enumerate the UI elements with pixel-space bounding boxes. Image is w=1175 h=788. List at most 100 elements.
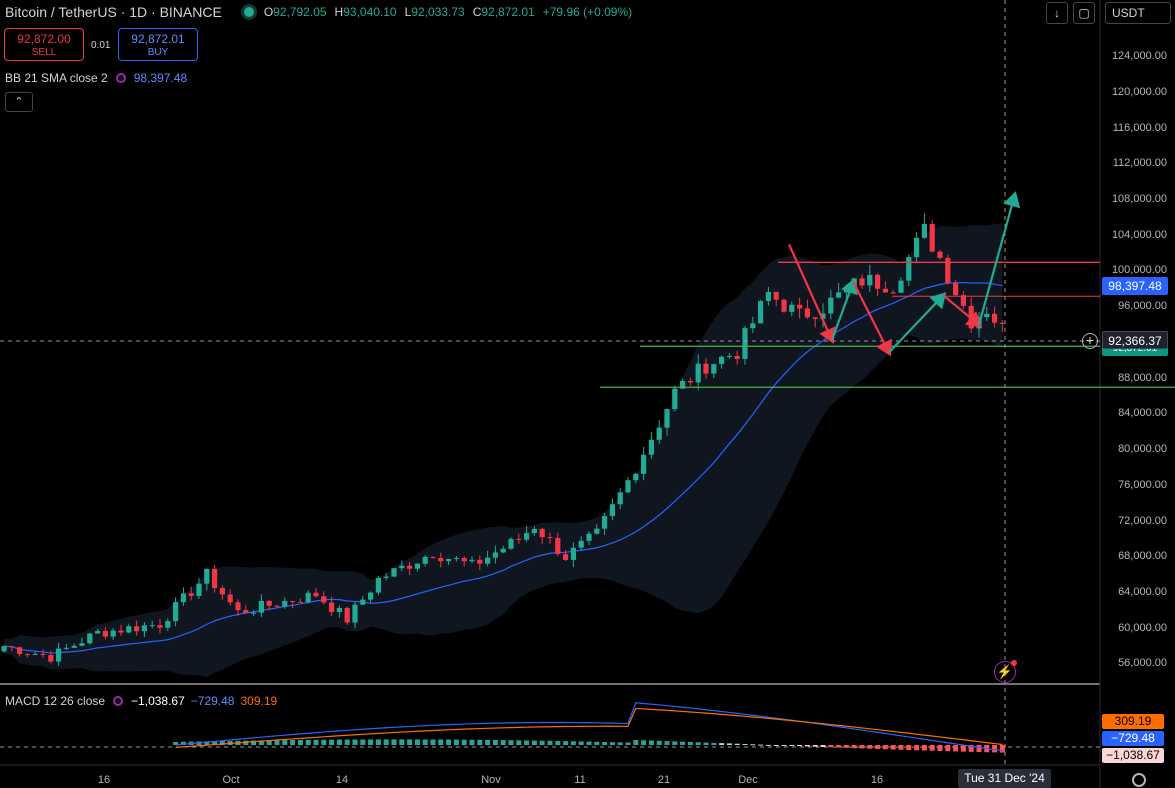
x-axis-tick: Oct [222,774,240,786]
market-status-icon[interactable] [243,7,254,17]
macd-histogram-bar [625,742,631,745]
collapse-legend-button[interactable]: ⌃ [5,92,33,112]
candle-body [134,626,140,632]
currency-select[interactable]: USDT [1105,2,1171,24]
gear-icon[interactable] [1132,773,1146,787]
candle-body [508,538,514,549]
macd-histogram-bar [368,739,374,745]
arrow-down-icon: ↓ [1054,6,1060,20]
y-axis-tick: 64,000.00 [1118,586,1167,598]
macd-histogram-bar [399,739,405,745]
fullscreen-icon: ▢ [1078,6,1090,20]
candle-body [24,654,30,656]
sell-button[interactable]: 92,872.00 SELL [4,28,84,61]
candle-body [820,313,826,319]
add-alert-icon[interactable]: + [1082,333,1098,349]
y-axis-tick: 120,000.00 [1111,86,1167,98]
candle-body [110,630,116,637]
candle-body [516,538,522,540]
candle-body [71,645,77,648]
candle-body [999,322,1005,324]
candle-body [17,647,23,655]
candle-body [984,313,990,318]
macd-histogram-bar [360,739,366,745]
indicator-settings-icon[interactable] [115,73,126,83]
candle-body [313,592,319,597]
candle-body [243,610,249,614]
candle-body [703,363,709,374]
candle-body [609,504,615,517]
macd-histogram-bar [742,744,748,746]
candle-body [407,565,413,569]
open-value: 92,792.05 [273,5,327,19]
candle-body [492,552,498,558]
candle-body [368,592,374,600]
buy-label: BUY [147,47,169,58]
candle-body [789,304,795,312]
macd-histogram-bar [648,740,654,745]
macd-histogram-bar [867,745,873,749]
candle-body [742,328,748,359]
candle-body [602,516,608,529]
macd-histogram-bar [999,745,1005,753]
macd-histogram-bar [929,745,935,751]
macd-histogram-bar [547,740,553,745]
candle-body [921,224,927,238]
candle-body [235,602,241,611]
macd-histogram-bar [992,745,998,753]
candle-body [266,600,272,606]
macd-histogram-bar [906,745,912,751]
macd-histogram-bar [617,742,623,745]
candle-body [352,604,358,623]
macd-histogram-bar [555,740,561,745]
download-button[interactable]: ↓ [1046,2,1068,24]
macd-histogram-bar [687,741,693,745]
macd-indicator-legend[interactable]: MACD 12 26 close −1,038.67 −729.48 309.1… [5,694,277,708]
candle-body [446,558,452,562]
macd-settings-icon[interactable] [113,696,124,706]
candle-body [212,568,218,589]
bb-basis-price-label: 98,397.48 [1102,277,1168,295]
candle-body [196,583,202,596]
symbol-title[interactable]: Bitcoin / TetherUS · 1D · BINANCE [5,4,222,20]
change-value: +79.96 (+0.09%) [542,5,633,19]
legend-header: Bitcoin / TetherUS · 1D · BINANCE O92,79… [5,4,640,20]
candle-body [734,355,740,359]
candle-body [95,630,101,634]
candle-body [118,630,124,633]
candle-body [812,317,818,319]
low-key: L [404,5,412,19]
high-value: 93,040.10 [343,5,397,19]
candle-body [953,283,959,296]
macd-hist-value: −1,038.67 [131,694,185,708]
macd-histogram-bar [602,741,608,745]
bb-label: BB 21 SMA close 2 [5,71,108,85]
projection-arrow [977,191,1021,326]
macd-line-label: −729.48 [1102,731,1164,746]
candle-body [485,557,491,564]
macd-histogram-bar [578,741,584,745]
candle-body [32,653,38,655]
candle-body [391,568,397,577]
candle-body [633,473,639,481]
candle-body [570,547,576,560]
buy-button[interactable]: 92,872.01 BUY [118,28,198,61]
macd-histogram-bar [921,745,927,751]
y-axis-tick: 104,000.00 [1111,229,1167,241]
macd-histogram-bar [680,741,686,745]
macd-signal-label: 309.19 [1102,714,1164,729]
candle-body [687,380,693,383]
bb-indicator-legend[interactable]: BB 21 SMA close 2 98,397.48 [5,71,187,85]
macd-histogram-bar [804,745,810,747]
candle-body [297,601,303,603]
x-axis-tick: 16 [870,774,884,786]
x-axis-tick: 21 [657,774,671,786]
candle-body [360,599,366,605]
macd-histogram-bar [968,745,974,752]
fullscreen-button[interactable]: ▢ [1073,2,1095,24]
high-key: H [334,5,344,19]
candle-body [992,313,998,323]
lightning-icon[interactable]: ⚡ [994,660,1017,683]
candle-body [906,257,912,281]
